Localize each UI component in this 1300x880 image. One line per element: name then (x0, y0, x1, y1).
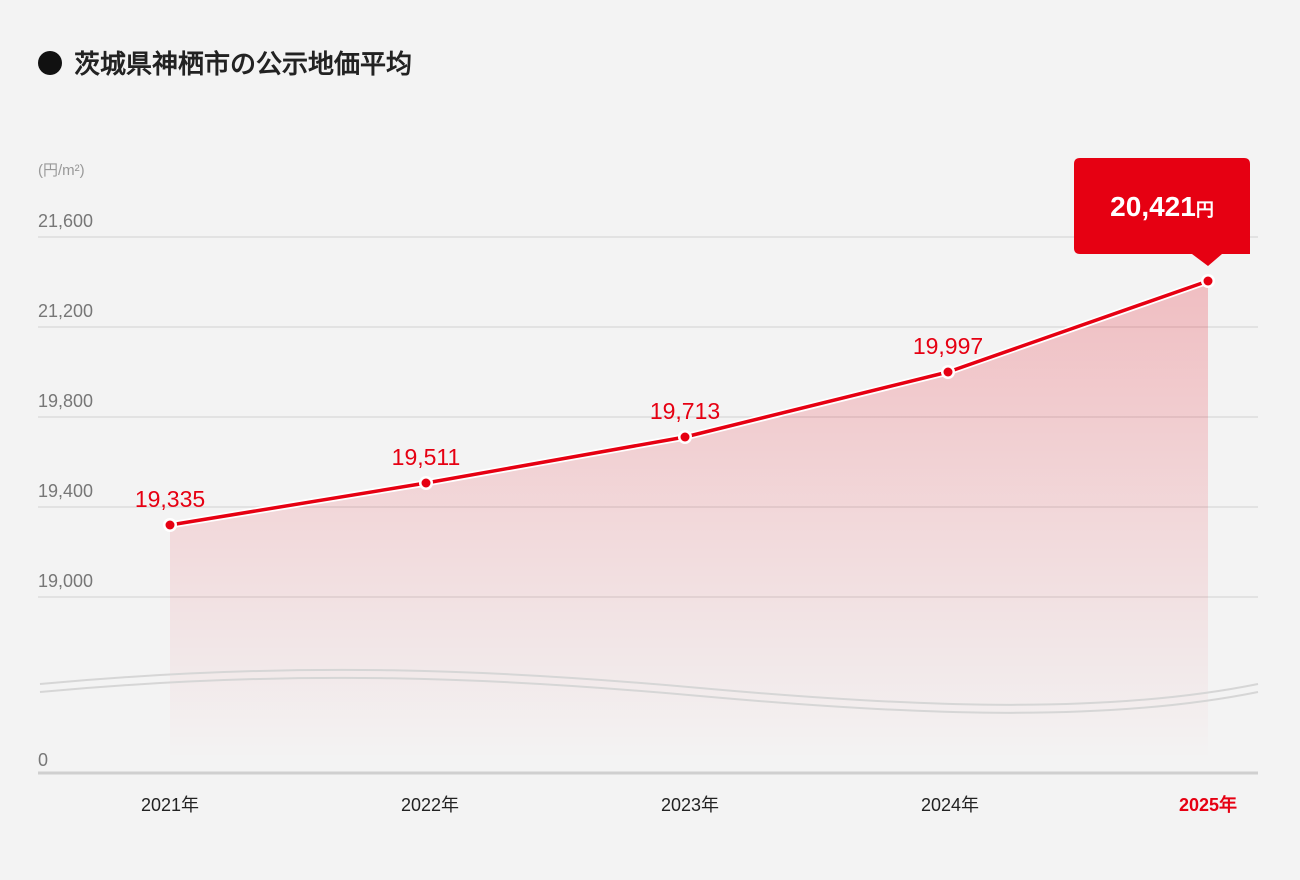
data-point (943, 367, 953, 377)
callout-unit: 円 (1196, 200, 1214, 220)
bullet-dot-icon (38, 50, 62, 75)
y-unit-label: (円/m²) (38, 162, 85, 179)
y-tick-label: 19,800 (38, 391, 93, 411)
data-point (1203, 276, 1213, 286)
x-tick-label: 2025年 (1179, 794, 1237, 815)
x-tick-label: 2023年 (661, 795, 719, 815)
data-label: 19,511 (392, 444, 461, 470)
data-point (421, 478, 431, 488)
y-tick-label: 19,000 (38, 571, 93, 591)
y-tick-label: 19,400 (38, 481, 93, 501)
highlight-callout: 20,421円 (1074, 158, 1250, 266)
data-point (680, 432, 690, 442)
x-tick-label: 2024年 (921, 795, 979, 815)
data-label: 19,713 (650, 398, 720, 424)
chart-title-row: 茨城県神栖市の公示地価平均 (38, 44, 412, 81)
area-fill (170, 281, 1208, 760)
svg-text:20,421円: 20,421円 (1110, 191, 1214, 222)
axis-break (39, 668, 1259, 714)
y-tick-label: 21,600 (38, 211, 93, 231)
x-tick-label: 2021年 (141, 795, 199, 815)
chart-title: 茨城県神栖市の公示地価平均 (74, 49, 413, 79)
y-tick-label: 21,200 (38, 301, 93, 321)
data-label: 19,335 (135, 486, 205, 512)
x-tick-label: 2022年 (401, 795, 459, 815)
data-label: 19,997 (913, 333, 983, 359)
callout-value: 20,421 (1110, 191, 1196, 222)
data-point (165, 520, 175, 530)
y-tick-zero: 0 (38, 750, 48, 770)
